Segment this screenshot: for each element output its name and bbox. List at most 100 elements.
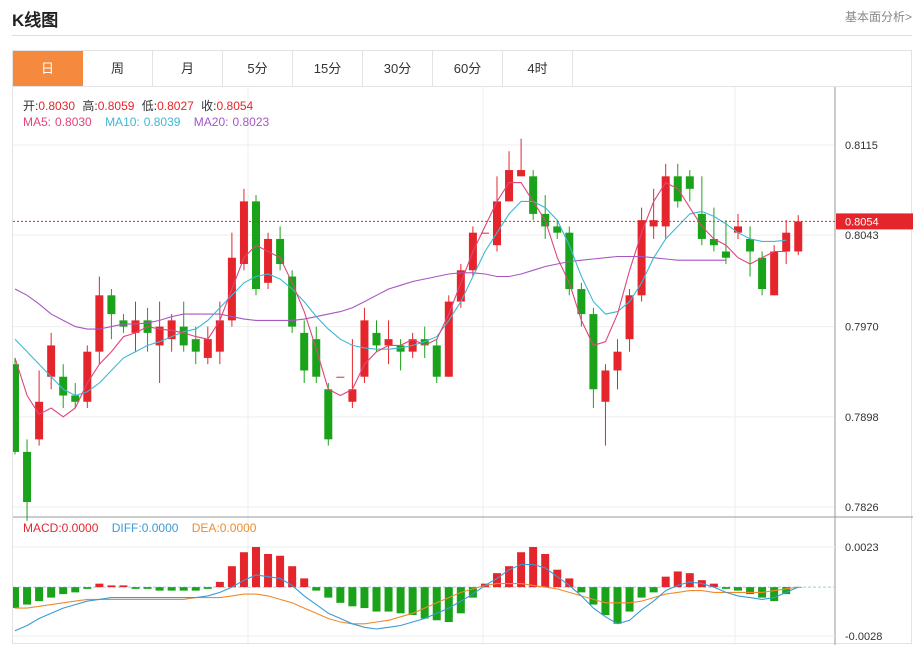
tab-month[interactable]: 月	[153, 51, 223, 86]
candle-body	[782, 232, 791, 252]
macd-bar	[13, 587, 19, 609]
candle-body	[480, 232, 489, 234]
tab-30min[interactable]: 30分	[363, 51, 433, 86]
high-label: 高:	[82, 99, 98, 113]
price-axis-label: 0.7898	[845, 412, 879, 424]
candle-body	[770, 251, 779, 296]
candle-body	[493, 201, 501, 246]
macd-bar	[565, 578, 574, 588]
macd-bar	[252, 547, 260, 588]
dea-value: 0.0000	[219, 521, 257, 535]
candle-body	[312, 339, 321, 377]
diff-value: 0.0000	[141, 521, 179, 535]
ohlc-readout: 开:0.8030 高:0.8059 低:0.8027 收:0.8054	[23, 97, 257, 114]
macd-bar	[577, 587, 586, 593]
macd-bar	[203, 587, 212, 589]
ma10-label: MA10:	[105, 115, 140, 129]
header-divider	[12, 35, 912, 36]
price-axis-label: 0.7970	[845, 322, 879, 334]
close-label: 收:	[201, 99, 217, 113]
candle-body	[300, 332, 309, 371]
macd-bar	[300, 578, 309, 588]
candle-body	[577, 289, 586, 315]
candle-body	[794, 221, 803, 252]
macd-bar	[107, 585, 116, 588]
candle-body	[721, 251, 730, 258]
macd-bar	[625, 587, 634, 612]
candle-body	[553, 226, 562, 233]
tab-day[interactable]: 日	[13, 51, 83, 86]
macd-bar	[408, 587, 417, 616]
candle-body	[384, 339, 393, 346]
ma10-line	[14, 200, 787, 397]
macd-bar	[35, 587, 44, 602]
macd-bar	[227, 566, 236, 588]
candle-body	[432, 345, 441, 377]
macd-bar	[685, 573, 694, 588]
candle-body	[613, 351, 622, 371]
last-price-tag	[836, 213, 913, 230]
macd-bar	[721, 587, 730, 589]
kline-chart-container[interactable]: 0.8115 0.8043 0.7970 0.7898 0.7826 0.0023 -0.0…	[12, 86, 913, 645]
macd-bar	[312, 587, 321, 591]
dea-label: DEA:	[191, 521, 220, 535]
candle-body	[13, 364, 19, 452]
low-label: 低:	[141, 99, 158, 113]
macd-bar	[372, 587, 381, 612]
macd-bar	[649, 587, 658, 593]
candle-body	[589, 314, 598, 390]
macd-bar	[770, 587, 779, 602]
macd-bar	[782, 587, 791, 595]
macd-bar	[59, 587, 68, 595]
open-value: 0.8030	[38, 99, 76, 113]
price-axis-label: 0.7826	[845, 502, 879, 514]
candle-body	[649, 220, 658, 227]
macd-bar	[215, 581, 224, 588]
candle-body	[601, 370, 610, 402]
diff-label: DIFF:	[111, 521, 142, 535]
candle-body	[637, 220, 646, 296]
candle-body	[179, 326, 188, 346]
candle-body	[529, 176, 538, 214]
candle-body	[360, 320, 369, 377]
tab-week[interactable]: 周	[83, 51, 153, 86]
macd-bar	[444, 587, 453, 623]
diff-line	[14, 563, 799, 632]
candle-body	[758, 257, 767, 290]
macd-value: 0.0000	[61, 521, 99, 535]
kline-chart-svg[interactable]: 0.8115 0.8043 0.7970 0.7898 0.7826 0.0023 -0.0…	[13, 87, 913, 645]
macd-bar	[432, 587, 441, 621]
candle-body	[47, 345, 56, 377]
macd-bar	[505, 566, 514, 588]
candle-body	[734, 226, 742, 233]
candle-body	[709, 238, 718, 246]
tab-15min[interactable]: 15分	[293, 51, 363, 86]
macd-bar	[276, 555, 285, 588]
low-value: 0.8027	[157, 99, 194, 113]
candle-body	[107, 295, 116, 315]
macd-bar	[336, 587, 345, 603]
ma20-label: MA20:	[193, 115, 229, 129]
ma5-label: MA5:	[23, 115, 52, 129]
candle-body	[336, 376, 345, 378]
macd-bar	[47, 587, 56, 598]
macd-bar	[746, 587, 755, 595]
tab-4hour[interactable]: 4时	[503, 51, 573, 86]
candle-body	[167, 320, 176, 340]
candle-body	[661, 176, 670, 227]
macd-bar	[637, 587, 646, 598]
candle-body	[23, 451, 32, 502]
macd-bar	[396, 587, 405, 614]
dea-line	[15, 583, 799, 625]
candle-body	[191, 339, 200, 352]
tab-5min[interactable]: 5分	[223, 51, 293, 86]
candle-body	[95, 295, 104, 352]
tab-60min[interactable]: 60分	[433, 51, 503, 86]
macd-bar	[553, 569, 562, 588]
candle-body	[203, 339, 212, 358]
macd-bar	[348, 587, 357, 607]
macd-bar	[456, 587, 465, 614]
fundamental-analysis-link[interactable]: 基本面分析>	[844, 10, 912, 24]
candle-body	[264, 238, 273, 283]
ma10-value: 0.8039	[143, 115, 181, 129]
